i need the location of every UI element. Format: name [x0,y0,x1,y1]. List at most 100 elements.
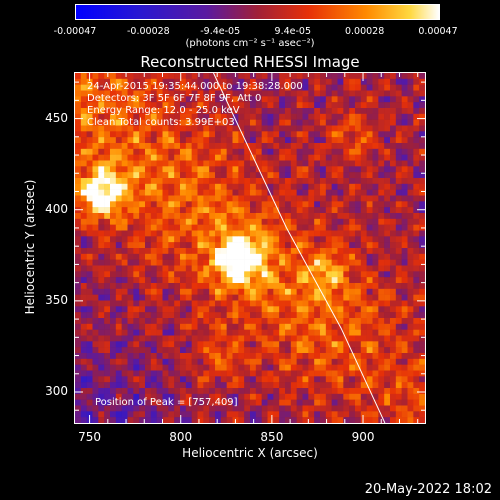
heatmap-cell [372,154,379,161]
heatmap-cell [261,84,268,91]
heatmap-cell [355,172,362,179]
heatmap-cell [139,154,146,161]
heatmap-cell [209,242,216,249]
heatmap-cell [92,318,99,325]
heatmap-cell [343,143,350,150]
heatmap-cell [197,253,204,260]
heatmap-cell [250,318,257,325]
heatmap-cell [110,323,117,330]
heatmap-cell [337,353,344,360]
heatmap-cell [407,376,414,383]
heatmap-cell [174,364,181,371]
heatmap-cell [279,242,286,249]
heatmap-cell [197,382,204,389]
heatmap-cell [413,259,420,266]
heatmap-cell [285,341,292,348]
heatmap-cell [133,143,140,150]
heatmap-cell [75,201,82,208]
heatmap-cell [290,73,297,80]
heatmap-cell [215,137,222,144]
heatmap-cell [75,183,82,190]
heatmap-cell [273,283,280,290]
heatmap-cell [209,102,216,109]
heatmap-cell [285,376,292,383]
heatmap-cell [296,207,303,214]
heatmap-cell [185,370,192,377]
heatmap-cell [156,230,163,237]
heatmap-cell [355,271,362,278]
heatmap-cell [314,358,321,365]
heatmap-cell [203,224,210,231]
heatmap-cell [174,248,181,255]
heatmap-cell [285,119,292,126]
heatmap-cell [220,248,227,255]
heatmap-cell [145,160,152,167]
heatmap-cell [150,143,157,150]
heatmap-cell [174,148,181,155]
heatmap-cell [86,294,93,301]
heatmap-cell [80,312,87,319]
heatmap-cell [395,143,402,150]
heatmap-cell [104,195,111,202]
heatmap-cell [86,399,93,406]
heatmap-cell [273,393,280,400]
heatmap-cell [378,125,385,132]
heatmap-cell [75,213,82,220]
heatmap-cell [115,131,122,138]
heatmap-cell [419,160,425,167]
heatmap-cell [320,242,327,249]
heatmap-cell [232,148,239,155]
heatmap-cell [244,335,251,342]
heatmap-cell [250,148,257,155]
heatmap-cell [232,405,239,412]
heatmap-cell [320,143,327,150]
heatmap-cell [115,399,122,406]
heatmap-cell [86,218,93,225]
heatmap-cell [366,236,373,243]
heatmap-cell [325,358,332,365]
heatmap-cell [121,224,128,231]
heatmap-cell [80,411,87,418]
heatmap-cell [127,265,134,272]
heatmap-cell [296,271,303,278]
heatmap-cell [156,108,163,115]
heatmap-cell [337,347,344,354]
heatmap-cell [314,382,321,389]
heatmap-cell [121,341,128,348]
heatmap-cell [115,335,122,342]
heatmap-cell [162,358,169,365]
heatmap-cell [261,218,268,225]
heatmap-cell [349,195,356,202]
heatmap-cell [127,213,134,220]
heatmap-cell [180,213,187,220]
heatmap-cell [360,148,367,155]
heatmap-cell [75,178,82,185]
heatmap-cell [156,329,163,336]
heatmap-cell [150,78,157,85]
heatmap-cell [250,178,257,185]
heatmap-cell [407,341,414,348]
heatmap-cell [314,102,321,109]
heatmap-cell [343,347,350,354]
heatmap-cell [238,306,245,313]
heatmap-cell [80,154,87,161]
heatmap-cell [296,195,303,202]
heatmap-cell [390,347,397,354]
heatmap-cell [372,166,379,173]
heatmap-cell [75,73,82,80]
heatmap-cell [407,90,414,97]
heatmap-cell [145,353,152,360]
heatmap-cell [401,148,408,155]
heatmap-cell [407,207,414,214]
heatmap-cell [244,125,251,132]
heatmap-cell [285,271,292,278]
heatmap-cell [360,189,367,196]
heatmap-cell [384,183,391,190]
heatmap-cell [337,125,344,132]
heatmap-cell [238,154,245,161]
heatmap-cell [121,300,128,307]
heatmap-cell [197,399,204,406]
heatmap-cell [238,376,245,383]
heatmap-cell [121,248,128,255]
heatmap-cell [419,183,425,190]
